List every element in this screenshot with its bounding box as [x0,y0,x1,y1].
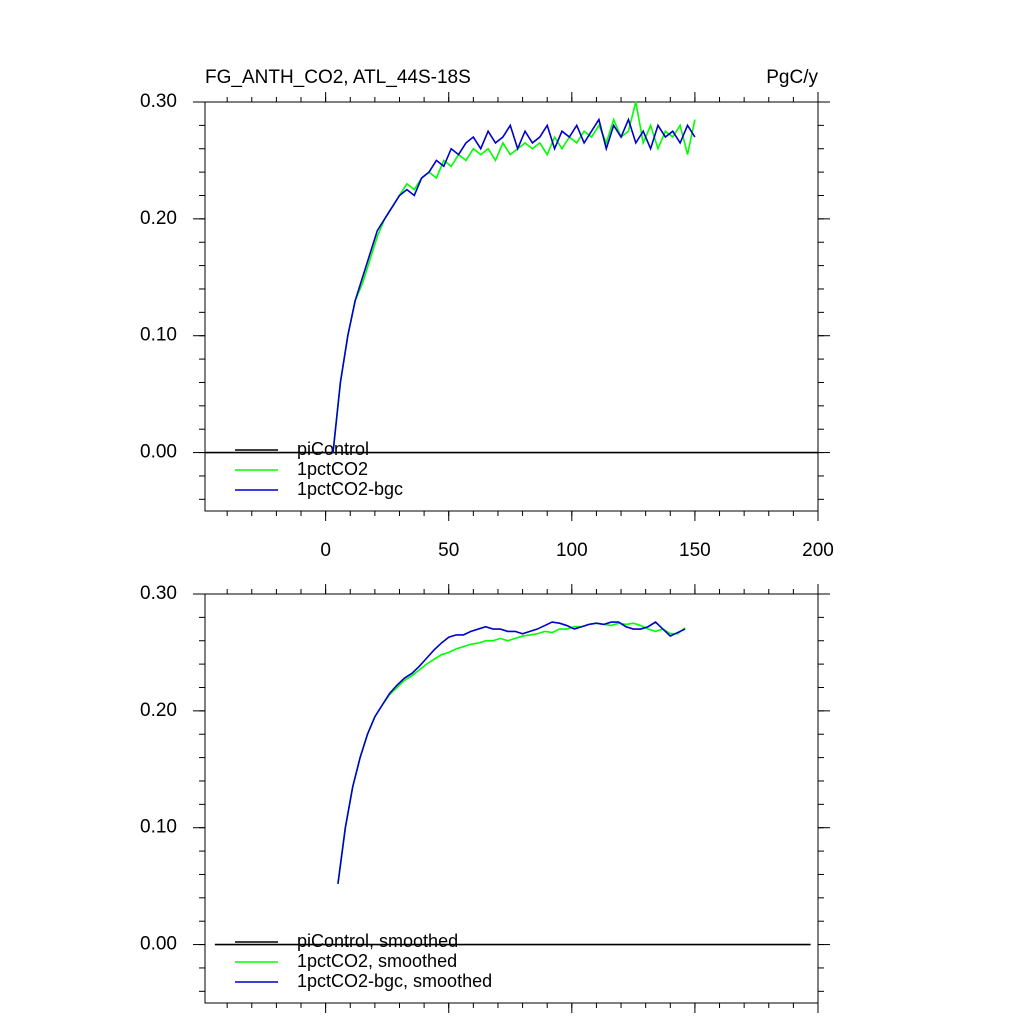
y-tick-label: 0.20 [140,208,177,229]
series-line [332,101,696,453]
y-tick-label: 0.10 [140,817,177,838]
y-tick-label: 0.30 [140,91,177,112]
y-tick-label: 0.30 [140,583,177,604]
x-tick-label: 200 [802,540,834,561]
plot-frame [204,593,819,1004]
legend-label: 1pctCO2, smoothed [297,951,457,971]
legend-label: piControl, smoothed [297,931,458,951]
series-line [337,621,686,884]
x-tick-label: 150 [679,540,711,561]
x-tick-label: 0 [320,540,331,561]
units-label: PgC/y [766,67,818,88]
panel: 0 50 100 150 200 0.00 0.10 0.20 0.30 FG_ANTH_CO2,… [140,67,834,561]
x-tick-label: 50 [438,540,459,561]
legend-label: 1pctCO2-bgc, smoothed [297,971,492,991]
series-line [337,622,686,884]
chart-title: FG_ANTH_CO2, ATL_44S-18S [205,67,471,88]
x-tick-label: 100 [556,540,588,561]
y-tick-label: 0.00 [140,934,177,955]
plot-frame [204,101,819,512]
series-line [332,117,696,453]
y-tick-label: 0.20 [140,700,177,721]
y-tick-label: 0.10 [140,325,177,346]
y-tick-label: 0.00 [140,442,177,463]
legend-label: 1pctCO2 [297,459,368,479]
legend-label: 1pctCO2-bgc [297,479,403,499]
